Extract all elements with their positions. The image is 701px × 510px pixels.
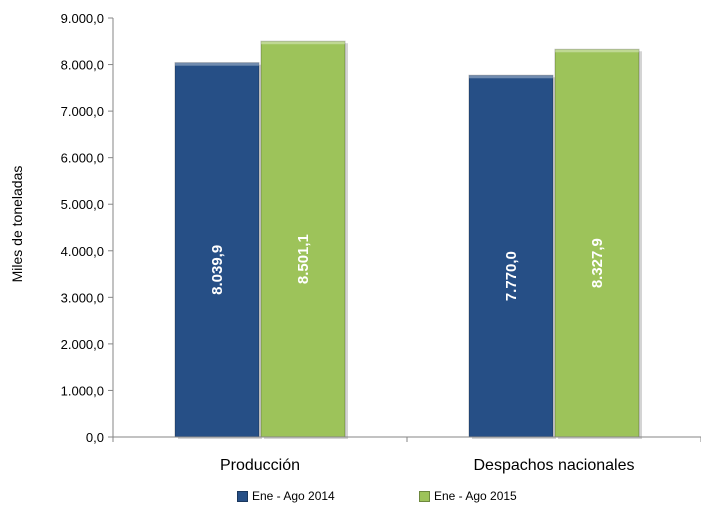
legend-label-series-1: Ene - Ago 2014 (252, 489, 335, 503)
y-tick-label: 6.000,0 (61, 151, 104, 166)
legend-label-series-2: Ene - Ago 2015 (434, 489, 517, 503)
legend: Ene - Ago 2014 Ene - Ago 2015 (0, 489, 701, 507)
bar-highlight (469, 75, 553, 79)
legend-swatch-series-1 (237, 490, 248, 502)
bar-data-label: 8.327,9 (589, 238, 606, 288)
bar-chart: 0,0 1.000,0 2.000,0 3.000,0 4.000,0 5.000,0 6.… (9, 11, 701, 474)
bar (554, 48, 640, 438)
bars: 8.039,9 7.770,0 8.501,1 8.327,9 (174, 40, 642, 440)
bar-data-label: 8.501,1 (295, 234, 312, 284)
y-tick-label: 4.000,0 (61, 244, 104, 259)
y-tick-label: 8.000,0 (61, 58, 104, 73)
bar (468, 74, 554, 438)
y-tick-label: 1.000,0 (61, 383, 104, 398)
y-tick-label: 3.000,0 (61, 290, 104, 305)
bar-highlight (175, 62, 259, 66)
x-category-label: Producción (220, 457, 300, 474)
bar-data-label: 7.770,0 (503, 251, 520, 301)
y-tick-label: 7.000,0 (61, 104, 104, 119)
y-axis-title: Miles de toneladas (9, 166, 25, 283)
x-category-label: Despachos nacionales (474, 457, 635, 474)
y-axis: 0,0 1.000,0 2.000,0 3.000,0 4.000,0 5.000,0 6.… (61, 11, 114, 445)
bar (260, 40, 346, 438)
bar-highlight (261, 41, 345, 45)
x-axis: Producción Despachos nacionales (112, 436, 701, 474)
y-tick-label: 2.000,0 (61, 337, 104, 352)
y-tick-label: 0,0 (86, 430, 104, 445)
legend-item-series-2: Ene - Ago 2015 (419, 489, 517, 503)
y-tick-label: 5.000,0 (61, 197, 104, 212)
legend-swatch-series-2 (419, 490, 430, 502)
y-tick-label: 9.000,0 (61, 11, 104, 26)
bar (174, 62, 260, 438)
bar-data-label: 8.039,9 (209, 245, 226, 295)
bar-highlight (555, 49, 639, 53)
legend-item-series-1: Ene - Ago 2014 (237, 489, 335, 503)
